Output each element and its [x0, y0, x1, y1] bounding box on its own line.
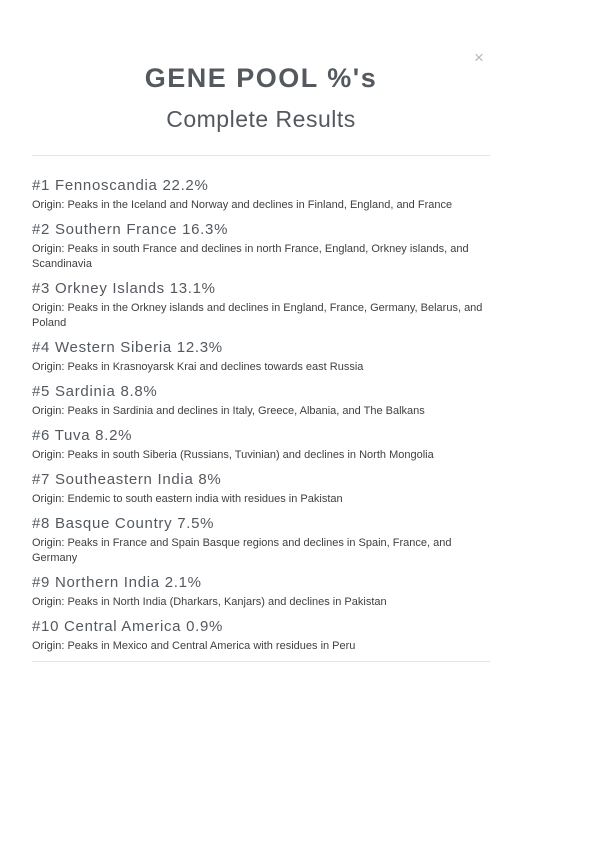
result-origin: Origin: Peaks in south Siberia (Russians… [32, 449, 434, 461]
result-item-5: #5 Sardinia 8.8% Origin: Peaks in Sardin… [32, 382, 490, 419]
result-name: Northern India [54, 574, 160, 591]
result-item-6: #6 Tuva 8.2% Origin: Peaks in south Sibe… [32, 426, 490, 463]
result-heading: #6 Tuva 8.2% [32, 426, 490, 446]
result-name: Southern France [54, 221, 178, 238]
result-rank: #5 [32, 383, 51, 400]
result-rank: #3 [32, 280, 51, 297]
result-item-2: #2 Southern France 16.3% Origin: Peaks i… [32, 220, 490, 272]
result-origin: Origin: Peaks in the Orkney islands and … [32, 302, 483, 329]
result-rank: #1 [32, 177, 51, 194]
result-percent: 16.3% [182, 221, 229, 238]
results-list: #1 Fennoscandia 22.2% Origin: Peaks in t… [32, 176, 490, 654]
result-percent: 12.3% [176, 339, 223, 356]
result-item-10: #10 Central America 0.9% Origin: Peaks i… [32, 617, 490, 654]
result-item-3: #3 Orkney Islands 13.1% Origin: Peaks in… [32, 279, 490, 331]
result-origin: Origin: Endemic to south eastern india w… [32, 493, 343, 505]
result-rank: #8 [32, 515, 51, 532]
modal-subtitle: Complete Results [166, 106, 356, 132]
result-rank: #7 [32, 471, 51, 488]
result-origin: Origin: Peaks in North India (Dharkars, … [32, 596, 387, 608]
result-name: Orkney Islands [54, 280, 165, 297]
result-rank: #6 [32, 427, 51, 444]
result-origin: Origin: Peaks in France and Spain Basque… [32, 537, 452, 564]
result-percent: 13.1% [169, 280, 216, 297]
modal-content: GENE POOL %'s Complete Results #1 Fennos… [32, 0, 490, 662]
result-heading: #4 Western Siberia 12.3% [32, 338, 490, 358]
result-name: Basque Country [54, 515, 173, 532]
result-name: Western Siberia [54, 339, 172, 356]
result-origin: Origin: Peaks in Krasnoyarsk Krai and de… [32, 361, 364, 373]
result-item-7: #7 Southeastern India 8% Origin: Endemic… [32, 470, 490, 507]
modal-title: GENE POOL %'s [144, 63, 378, 93]
result-percent: 8.8% [120, 383, 158, 400]
result-name: Central America [64, 618, 182, 635]
result-name: Southeastern India [54, 471, 194, 488]
result-percent: 8% [198, 471, 222, 488]
result-name: Fennoscandia [54, 177, 158, 194]
result-heading: #3 Orkney Islands 13.1% [32, 279, 490, 299]
result-percent: 2.1% [164, 574, 202, 591]
result-heading: #7 Southeastern India 8% [32, 470, 490, 490]
result-percent: 8.2% [95, 427, 133, 444]
result-percent: 22.2% [162, 177, 209, 194]
result-heading: #2 Southern France 16.3% [32, 220, 490, 240]
result-heading: #1 Fennoscandia 22.2% [32, 176, 490, 196]
result-heading: #9 Northern India 2.1% [32, 573, 490, 593]
result-heading: #10 Central America 0.9% [32, 617, 490, 637]
result-item-1: #1 Fennoscandia 22.2% Origin: Peaks in t… [32, 176, 490, 213]
result-item-9: #9 Northern India 2.1% Origin: Peaks in … [32, 573, 490, 610]
result-origin: Origin: Peaks in south France and declin… [32, 243, 469, 270]
result-name: Tuva [54, 427, 91, 444]
close-icon[interactable]: × [474, 48, 484, 67]
result-heading: #5 Sardinia 8.8% [32, 382, 490, 402]
result-rank: #9 [32, 574, 51, 591]
result-origin: Origin: Peaks in Mexico and Central Amer… [32, 640, 356, 652]
result-percent: 0.9% [186, 618, 224, 635]
result-percent: 7.5% [177, 515, 215, 532]
result-rank: #2 [32, 221, 51, 238]
bottom-divider [32, 661, 490, 662]
result-origin: Origin: Peaks in Sardinia and declines i… [32, 405, 425, 417]
result-heading: #8 Basque Country 7.5% [32, 514, 490, 534]
result-name: Sardinia [54, 383, 116, 400]
result-item-4: #4 Western Siberia 12.3% Origin: Peaks i… [32, 338, 490, 375]
result-origin: Origin: Peaks in the Iceland and Norway … [32, 199, 453, 211]
top-divider [32, 155, 490, 156]
result-rank: #4 [32, 339, 51, 356]
result-item-8: #8 Basque Country 7.5% Origin: Peaks in … [32, 514, 490, 566]
result-rank: #10 [32, 618, 60, 635]
